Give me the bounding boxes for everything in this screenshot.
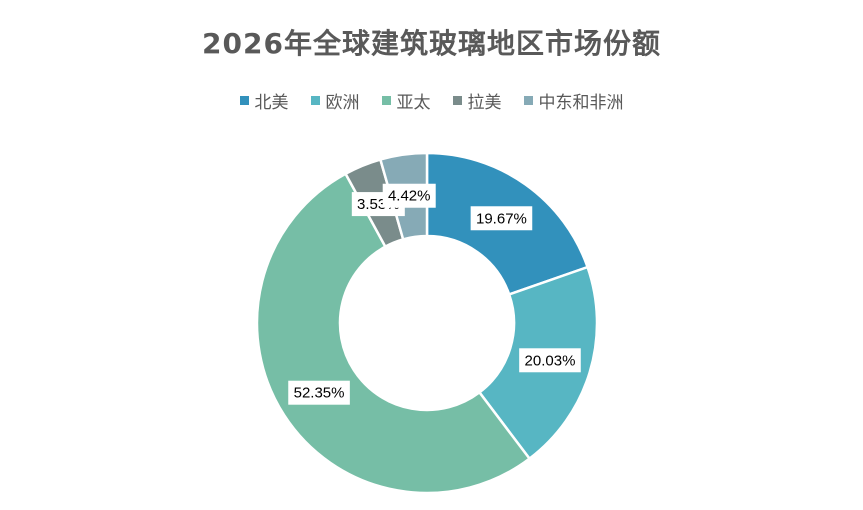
data-label-north-america: 19.67% — [470, 206, 533, 231]
chart-title: 2026年全球建筑玻璃地区市场份额 — [202, 27, 661, 60]
legend-item-middle-east-africa: 中东和非洲 — [523, 88, 624, 113]
legend-item-north-america: 北美 — [239, 88, 289, 113]
data-label-europe: 20.03% — [519, 348, 581, 373]
legend-swatch — [381, 96, 391, 105]
legend-label: 中东和非洲 — [538, 93, 624, 113]
svg-text:4.42%: 4.42% — [388, 188, 431, 205]
legend-label: 拉美 — [467, 93, 502, 113]
data-label-middle-east-africa: 4.42% — [382, 183, 436, 208]
legend-swatch — [452, 96, 462, 105]
legend-swatch — [310, 96, 320, 105]
data-label-asia-pacific: 52.35% — [288, 380, 350, 405]
legend-label: 欧洲 — [325, 93, 360, 113]
svg-text:20.03%: 20.03% — [525, 352, 576, 369]
legend: 北美 欧洲 亚太 拉美 中东和非洲 — [0, 88, 863, 113]
legend-swatch — [239, 96, 249, 105]
slice-asia-pacific — [255, 172, 532, 495]
svg-text:19.67%: 19.67% — [476, 210, 527, 227]
legend-item-asia-pacific: 亚太 — [381, 88, 431, 113]
legend-label: 北美 — [254, 93, 289, 113]
legend-item-latin-america: 拉美 — [452, 88, 502, 113]
svg-text:52.35%: 52.35% — [294, 385, 345, 402]
legend-label: 亚太 — [396, 93, 431, 113]
legend-swatch — [523, 96, 533, 105]
legend-item-europe: 欧洲 — [310, 88, 360, 113]
